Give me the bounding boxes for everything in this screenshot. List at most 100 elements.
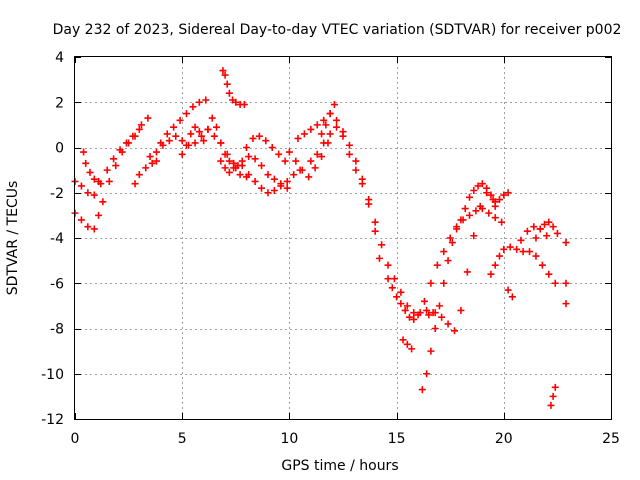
data-point — [339, 128, 347, 136]
data-point — [378, 241, 386, 249]
data-point — [202, 96, 210, 104]
series-track-17 — [399, 336, 416, 353]
data-point — [240, 101, 248, 109]
series-track-14 — [307, 123, 437, 317]
data-point — [191, 123, 199, 131]
data-point — [513, 245, 521, 253]
x-tick-label: 0 — [71, 431, 80, 447]
data-point — [401, 306, 409, 314]
data-point — [322, 121, 330, 129]
data-point — [292, 157, 300, 165]
data-point — [431, 325, 439, 332]
data-point — [189, 103, 197, 111]
data-point — [545, 218, 553, 226]
data-point — [483, 189, 491, 197]
data-point — [77, 216, 85, 224]
y-tick-label: -12 — [41, 412, 64, 428]
data-point — [249, 134, 257, 142]
data-point — [77, 182, 85, 190]
series-track-19 — [425, 189, 497, 335]
data-point — [371, 218, 379, 226]
data-point — [187, 130, 195, 138]
series-track-22 — [504, 286, 516, 301]
data-point — [283, 184, 291, 192]
data-point — [131, 132, 139, 140]
data-point — [444, 257, 452, 265]
data-point — [330, 101, 338, 109]
y-tick-label: -6 — [50, 276, 64, 292]
data-point — [543, 232, 551, 240]
x-tick-label: 10 — [280, 431, 298, 447]
data-point — [178, 150, 186, 158]
data-point — [545, 270, 553, 278]
data-point — [281, 157, 289, 165]
data-point — [551, 383, 559, 391]
data-point — [311, 164, 319, 172]
data-point — [152, 157, 160, 165]
data-point — [230, 159, 238, 167]
data-point — [221, 164, 229, 172]
data-point — [105, 177, 113, 185]
data-point — [487, 270, 495, 278]
data-point — [195, 128, 203, 136]
series-track-04 — [131, 157, 160, 188]
data-point — [135, 125, 143, 133]
data-point — [470, 232, 478, 240]
data-point — [144, 114, 152, 122]
data-point — [433, 261, 441, 269]
data-point — [414, 311, 422, 319]
data-point — [221, 150, 229, 158]
data-point — [298, 166, 306, 174]
data-point — [326, 130, 334, 138]
data-point — [125, 139, 133, 147]
data-point — [431, 309, 439, 317]
data-point — [110, 155, 118, 163]
series-track-21 — [491, 189, 512, 210]
data-point — [489, 196, 497, 204]
data-point — [435, 302, 443, 310]
data-point — [262, 137, 270, 145]
y-tick-label: 0 — [55, 141, 64, 157]
data-point — [225, 168, 233, 176]
data-point — [388, 284, 396, 292]
data-point — [146, 153, 154, 161]
series-track-05 — [146, 125, 251, 181]
data-point — [427, 347, 435, 355]
data-point — [465, 193, 473, 201]
data-point — [318, 130, 326, 138]
data-point — [217, 157, 225, 165]
data-point — [345, 150, 353, 158]
data-point — [176, 116, 184, 124]
data-point — [506, 243, 514, 251]
data-point — [131, 180, 139, 188]
data-point — [112, 162, 120, 170]
data-point — [408, 345, 416, 353]
series-track-06 — [157, 96, 210, 147]
data-point — [532, 252, 540, 260]
data-point — [496, 196, 504, 204]
data-point — [182, 110, 190, 118]
series-track-20 — [487, 243, 559, 287]
data-point — [90, 191, 98, 199]
data-point — [500, 245, 508, 253]
x-tick-label: 20 — [495, 431, 513, 447]
data-point — [491, 202, 499, 210]
data-point — [420, 297, 428, 305]
data-point — [538, 261, 546, 269]
data-point — [99, 198, 107, 206]
y-tick-label: -10 — [41, 367, 64, 383]
data-point — [476, 202, 484, 210]
data-point — [86, 168, 94, 176]
data-point — [397, 300, 405, 308]
data-point — [80, 148, 88, 156]
data-point — [305, 173, 313, 181]
data-point — [285, 148, 293, 156]
data-point — [258, 184, 266, 192]
series-track-09 — [217, 153, 304, 188]
series-track-13 — [294, 110, 383, 262]
data-point — [232, 98, 240, 106]
data-point — [536, 225, 544, 233]
data-point — [213, 123, 221, 131]
data-point — [270, 186, 278, 194]
y-tick-label: 4 — [55, 50, 64, 66]
